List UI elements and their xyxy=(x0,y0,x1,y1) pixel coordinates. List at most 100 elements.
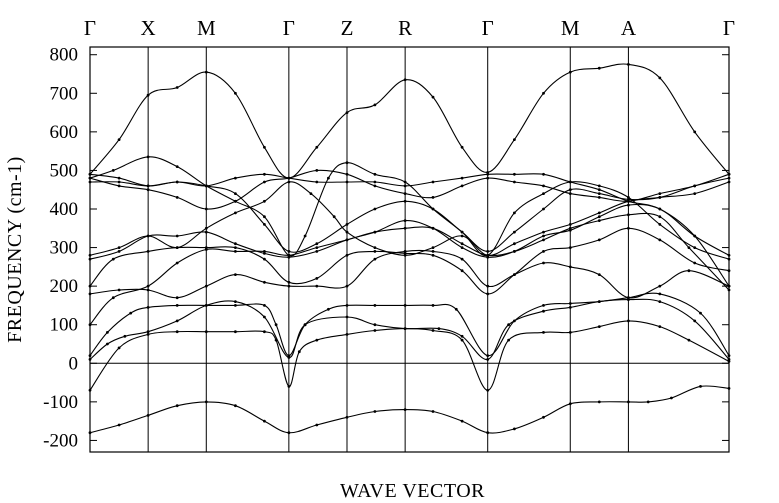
symmetry-point-label: X xyxy=(141,16,156,40)
branch-point xyxy=(461,231,464,234)
branch-line xyxy=(90,170,729,209)
branch-point xyxy=(542,185,545,188)
branch-9 xyxy=(89,181,731,257)
branch-point xyxy=(374,208,377,211)
branch-point xyxy=(205,304,208,307)
branch-point xyxy=(647,401,650,404)
branch-point xyxy=(513,250,516,253)
branch-point xyxy=(147,306,150,309)
branch-point xyxy=(486,250,489,253)
branch-point xyxy=(346,161,349,164)
branch-point xyxy=(598,67,601,70)
branch-point xyxy=(598,196,601,199)
branch-point xyxy=(234,200,237,203)
branch-point xyxy=(486,431,489,434)
branch-5 xyxy=(89,213,731,326)
branch-point xyxy=(346,111,349,114)
y-tick-label: 600 xyxy=(50,122,79,143)
branch-point xyxy=(304,323,307,326)
dispersion-branches xyxy=(89,63,731,434)
branch-point xyxy=(598,185,601,188)
branch-point xyxy=(404,78,407,81)
branch-point xyxy=(147,188,150,191)
branch-point xyxy=(627,296,630,299)
branch-point xyxy=(346,416,349,419)
branch-point xyxy=(374,410,377,413)
branch-point xyxy=(461,177,464,180)
branch-point xyxy=(315,181,318,184)
branch-point xyxy=(569,71,572,74)
branch-point xyxy=(658,208,661,211)
branch-point xyxy=(404,181,407,184)
branch-point xyxy=(513,212,516,215)
branch-point xyxy=(263,252,266,255)
branch-point xyxy=(304,235,307,238)
branch-point xyxy=(693,192,696,195)
branch-point xyxy=(118,185,121,188)
branch-point xyxy=(315,277,318,280)
branch-point xyxy=(315,424,318,427)
branch-point xyxy=(569,302,572,305)
branch-point xyxy=(542,304,545,307)
y-tick-label: 500 xyxy=(50,160,79,181)
branch-point xyxy=(288,285,291,288)
branch-point xyxy=(298,350,301,353)
branch-line xyxy=(90,182,729,256)
branch-point xyxy=(346,316,349,319)
branch-point xyxy=(486,389,489,392)
branch-point xyxy=(288,281,291,284)
y-tick-label: 700 xyxy=(50,83,79,104)
branch-point xyxy=(699,312,702,315)
branch-point xyxy=(112,296,115,299)
branch-point xyxy=(205,330,208,333)
branch-point xyxy=(569,181,572,184)
symmetry-point-label: R xyxy=(398,16,412,40)
y-tick-label: 300 xyxy=(50,238,79,259)
branch-line xyxy=(90,228,729,294)
branch-point xyxy=(513,320,516,323)
branch-point xyxy=(688,269,691,272)
branch-point xyxy=(315,169,318,172)
branch-point xyxy=(658,77,661,80)
symmetry-point-label: M xyxy=(561,16,580,40)
branch-point xyxy=(461,246,464,249)
branch-point xyxy=(234,92,237,95)
branch-point xyxy=(118,246,121,249)
branch-point xyxy=(147,414,150,417)
branch-point xyxy=(315,285,318,288)
branch-point xyxy=(598,325,601,328)
branch-point xyxy=(346,181,349,184)
branch-point xyxy=(438,327,441,330)
branch-point xyxy=(275,323,278,326)
branch-point xyxy=(658,285,661,288)
branch-point xyxy=(486,285,489,288)
branch-point xyxy=(658,192,661,195)
branch-point xyxy=(432,329,435,332)
branch-point xyxy=(627,320,630,323)
branch-point xyxy=(263,281,266,284)
branch-point xyxy=(627,196,630,199)
branch-point xyxy=(147,285,150,288)
branch-point xyxy=(106,331,109,334)
branch-point xyxy=(432,227,435,230)
branch-point xyxy=(263,316,266,319)
branch-point xyxy=(234,404,237,407)
y-tick-label: -100 xyxy=(43,392,78,413)
branch-point xyxy=(205,246,208,249)
branch-1 xyxy=(89,385,731,434)
branch-point xyxy=(658,239,661,242)
y-tick-label: 200 xyxy=(50,276,79,297)
branch-point xyxy=(432,410,435,413)
branch-point xyxy=(112,258,115,261)
branch-8 xyxy=(89,204,731,261)
branch-point xyxy=(461,335,464,338)
branch-point xyxy=(205,185,208,188)
branch-point xyxy=(315,246,318,249)
branch-point xyxy=(205,285,208,288)
branch-point xyxy=(486,354,489,357)
branch-point xyxy=(569,266,572,269)
branch-point xyxy=(205,71,208,74)
y-tick-label: -200 xyxy=(43,430,78,451)
branch-point xyxy=(346,231,349,234)
